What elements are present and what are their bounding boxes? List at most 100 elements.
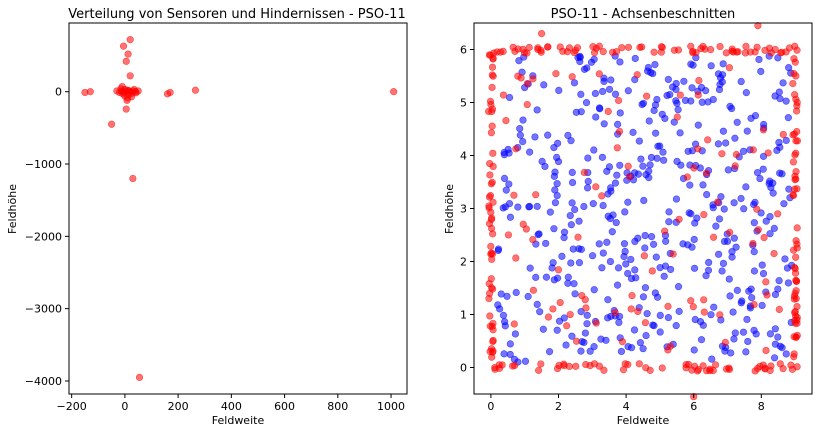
scatter-point [720,205,728,213]
scatter-point [750,326,758,334]
scatter-point [613,171,621,179]
scatter-point [699,362,707,370]
scatter-point [742,348,750,356]
scatter-point [537,46,545,54]
scatter-point [589,43,597,51]
scatter-point [551,199,560,207]
scatter-points [484,22,802,401]
scatter-point [771,92,779,100]
scatter-point [590,343,598,351]
scatter-point [793,46,801,54]
scatter-point [595,104,604,112]
scatter-point [568,332,576,340]
scatter-point [488,122,496,130]
scatter-point [686,181,694,189]
x-tick-label: 400 [221,400,242,413]
scatter-point [674,106,682,114]
scatter-point [512,254,520,262]
chart-sensors-overview: Verteilung von Sensoren und Hindernissen… [6,7,408,427]
scatter-point [615,127,624,136]
scatter-point [779,79,787,87]
scatter-point [774,333,782,341]
scatter-point [542,239,550,248]
scatter-point [652,253,660,261]
scatter-point [570,280,578,288]
scatter-point [575,259,584,267]
scatter-point [591,89,600,98]
scatter-point [762,278,770,286]
x-tick-label: 200 [168,400,189,413]
scatter-point [712,222,720,230]
scatter-point [669,250,677,258]
scatter-point [642,364,650,372]
scatter-point [733,118,741,126]
scatter-point [624,360,632,369]
scatter-point [721,338,729,347]
scatter-point [690,235,698,244]
scatter-point [766,230,774,238]
scatter-point [580,65,589,73]
scatter-point [646,161,654,169]
scatter-point [741,49,750,57]
scatter-point [614,264,623,272]
scatter-point [784,279,793,287]
scatter-point [501,318,509,326]
scatter-point [694,91,702,99]
scatter-point [713,198,722,206]
scatter-point [661,227,669,235]
scatter-point [488,255,496,263]
scatter-point [536,308,544,316]
scatter-point [791,91,799,99]
scatter-point [714,140,723,148]
scatter-point [550,172,558,180]
scatter-point [789,191,797,199]
scatter-point [753,169,762,177]
scatter-point [489,337,497,346]
scatter-point [590,360,599,368]
scatter-point [635,137,643,145]
scatter-point [782,350,790,358]
scatter-point [627,255,635,264]
scatter-point [487,275,495,283]
scatter-point [759,269,768,278]
scatter-point [558,252,566,260]
scatter-point [732,150,741,159]
scatter-point [673,157,681,165]
x-axis-label: Feldweite [617,414,670,427]
scatter-point [694,121,702,129]
y-tick-label: 3 [460,203,467,216]
scatter-point [615,318,623,327]
scatter-point [119,42,128,50]
scatter-point [674,46,683,54]
scatter-point [641,319,650,327]
chart-axis-clipped: PSO-11 - Achsenbeschnitten 0 2 4 6 80123456 … [443,7,813,427]
scatter-point [680,77,688,85]
scatter-point [727,349,735,357]
scatter-point [687,297,695,305]
scatter-point [687,210,695,218]
scatter-point [534,230,542,239]
scatter-point [781,255,789,263]
scatter-point [791,58,799,66]
x-tick-label: 1000 [377,400,405,413]
scatter-point [653,154,661,162]
scatter-point [649,240,658,248]
y-tick-label: 4 [460,150,467,163]
x-tick-label: 0 [487,400,494,413]
scatter-point [595,42,604,50]
scatter-point [641,284,650,292]
scatter-point [688,84,696,92]
scatter-point [516,124,524,133]
scatter-point [191,86,200,94]
scatter-point [555,86,563,95]
scatter-point [775,305,783,314]
x-tick-label: 600 [274,400,295,413]
scatter-point [769,189,777,197]
scatter-point [540,81,548,89]
scatter-point [489,149,497,157]
scatter-point [778,170,786,178]
scatter-point [790,353,798,361]
scatter-point [611,308,619,317]
scatter-point [614,96,623,105]
scatter-point [770,224,778,232]
